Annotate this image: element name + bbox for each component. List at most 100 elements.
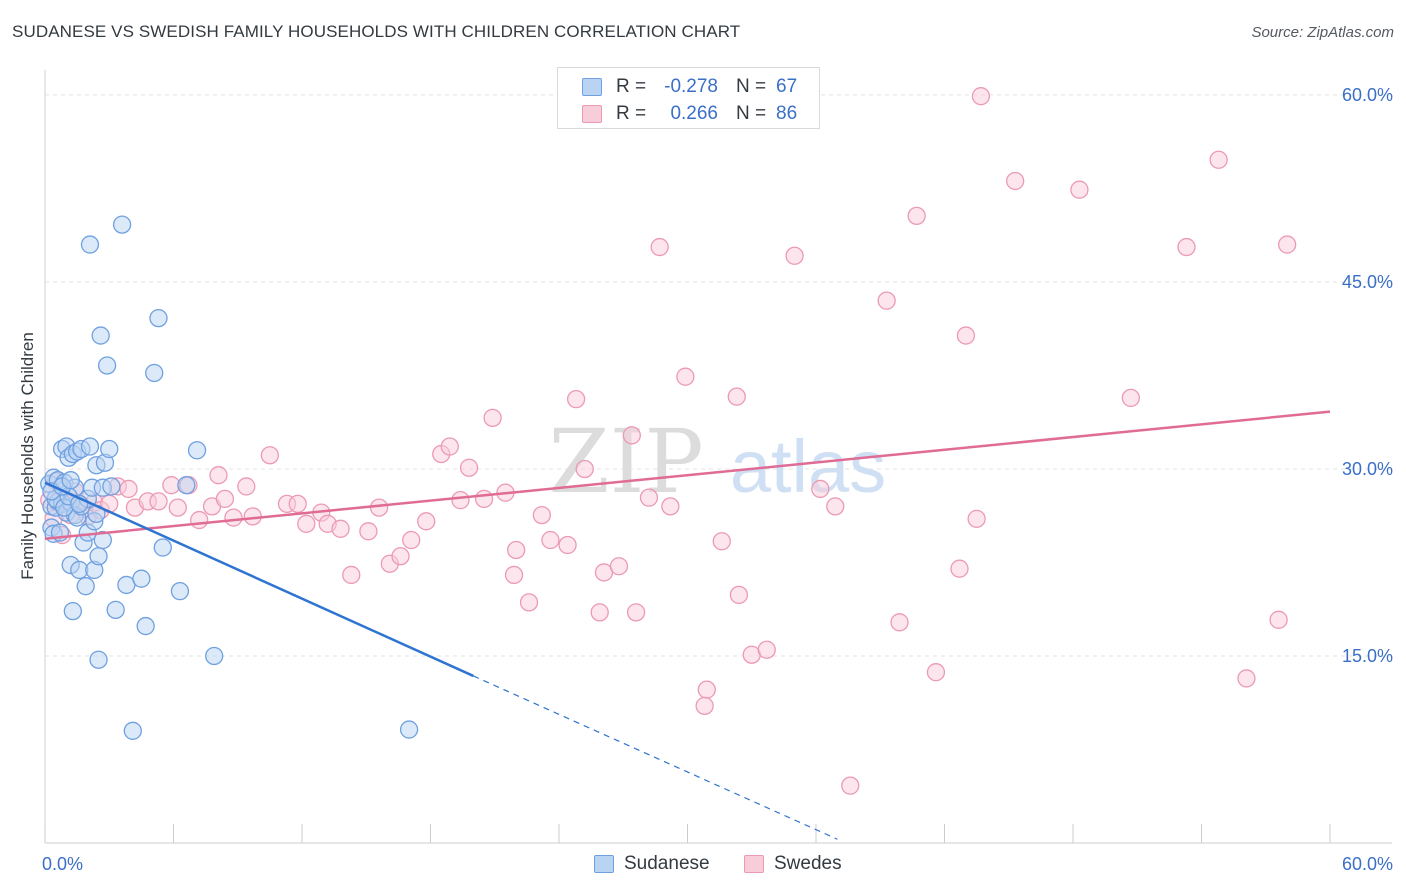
swedes-point [190, 510, 209, 530]
swedes-point [209, 466, 228, 485]
sudanese-point [76, 577, 95, 596]
y-axis-label: Family Households with Children [18, 332, 37, 580]
swedes-trend-line [44, 410, 1331, 541]
sudanese-point [61, 471, 80, 490]
sudanese-point [89, 547, 108, 566]
swedes-point [402, 530, 421, 550]
swedes-point [575, 459, 594, 479]
swedes-point [417, 512, 436, 531]
y-tick-label: 30.0% [1342, 459, 1393, 479]
swedes-point [215, 489, 235, 509]
axis-layer [44, 70, 1392, 844]
swedes-point [697, 680, 716, 699]
sudanese-point [63, 601, 82, 621]
swedes-point [168, 498, 187, 517]
sudanese-point [170, 582, 190, 601]
swedes-point [224, 508, 243, 527]
swedes-point [1209, 150, 1228, 169]
sudanese-point [91, 326, 110, 345]
watermark-atlas: atlas [730, 425, 886, 508]
swedes-points [40, 87, 1297, 795]
swedes-point [811, 479, 830, 499]
tick-labels: 15.0% 30.0% 45.0% 60.0% 0.0% 60.0% [42, 85, 1393, 874]
swedes-point [609, 557, 629, 576]
sudanese-point [100, 439, 119, 459]
swedes-point [1278, 235, 1297, 254]
bottom-legend-sudanese: Sudanese [594, 852, 710, 876]
swedes-point [639, 488, 659, 507]
swedes-point [890, 613, 909, 632]
sudanese-point [80, 437, 100, 456]
swedes-point [532, 505, 552, 525]
x-tick-label: 60.0% [1342, 854, 1393, 874]
swedes-point [676, 367, 695, 386]
swedes-point [297, 514, 316, 533]
legend-r-value: 0.266 [670, 103, 718, 124]
legend-n-value: 86 [776, 103, 798, 124]
swedes-point [558, 535, 577, 555]
swedes-point [785, 246, 804, 265]
swedes-point [243, 507, 262, 526]
swedes-point [119, 479, 138, 499]
sudanese-points [40, 215, 419, 740]
legend-row-sudanese: R = -0.278 N = 67 [582, 76, 797, 98]
sudanese-point [145, 363, 164, 383]
bottom-legend-label-swedes: Swedes [774, 853, 842, 874]
sudanese-point [97, 356, 117, 375]
swedes-point [695, 696, 714, 716]
swedes-point [342, 565, 361, 585]
sudanese-point [149, 308, 168, 328]
swedes-point [950, 559, 969, 578]
swedes-point [519, 593, 539, 612]
swedes-point [483, 408, 502, 428]
swedes-point [841, 776, 860, 795]
swedes-point [459, 458, 479, 477]
y-tick-label: 60.0% [1342, 85, 1393, 105]
sudanese-point [106, 600, 125, 620]
swedes-point [622, 426, 641, 445]
bottom-legend-swatch-swedes [744, 855, 764, 873]
legend-swatch-sudanese [582, 78, 602, 96]
swedes-point [590, 603, 609, 622]
legend-row-swedes: R = 0.266 N = 86 [582, 103, 797, 125]
swedes-point [391, 547, 410, 566]
legend-swatch-swedes [582, 105, 602, 123]
swedes-point [926, 663, 946, 682]
legend-n-label: N = [736, 76, 767, 97]
x-tick-label: 0.0% [42, 854, 83, 874]
sudanese-point [112, 215, 132, 234]
swedes-point [1269, 610, 1288, 629]
swedes-point [451, 490, 470, 510]
sudanese-trend-line [44, 481, 474, 678]
swedes-point [877, 291, 896, 310]
sudanese-point [123, 721, 142, 740]
legend-r-label: R = [616, 76, 647, 97]
bottom-legend-swatch-sudanese [594, 855, 614, 873]
legend-r-label: R = [616, 103, 647, 124]
swedes-point [729, 585, 749, 605]
swedes-point [331, 519, 350, 538]
trend-lines [44, 410, 1331, 840]
swedes-point [440, 437, 459, 456]
swedes-point [650, 237, 669, 257]
sudanese-point [93, 530, 112, 550]
sudanese-point [205, 646, 224, 666]
swedes-point [507, 540, 526, 560]
swedes-point [566, 389, 586, 409]
swedes-point [712, 532, 731, 551]
swedes-point [727, 387, 746, 406]
swedes-point [1121, 388, 1140, 408]
swedes-point [288, 494, 307, 514]
swedes-point [369, 498, 389, 517]
swedes-point [956, 326, 976, 345]
swedes-point [907, 206, 926, 226]
sudanese-point [136, 616, 155, 636]
swedes-point [826, 497, 845, 516]
sudanese-point [89, 650, 108, 669]
legend-n-value: 67 [776, 76, 798, 97]
swedes-point [1006, 171, 1025, 191]
sudanese-point [177, 476, 196, 495]
sudanese-point [132, 569, 151, 588]
sudanese-point [102, 477, 121, 496]
